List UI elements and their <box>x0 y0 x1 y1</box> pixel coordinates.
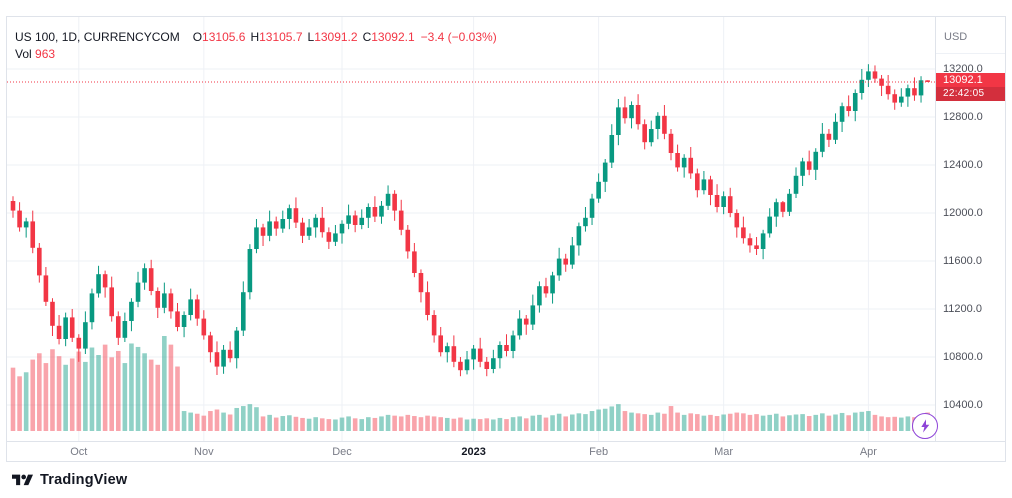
candlesticks <box>10 64 930 377</box>
current-price-value: 13092.1 <box>943 73 983 86</box>
tradingview-brand-text: TradingView <box>40 472 128 488</box>
tradingview-logo-icon <box>12 474 33 485</box>
symbol-title[interactable]: US 100, 1D, CURRENCYCOM <box>15 30 180 44</box>
change-value: −3.4 (−0.03%) <box>420 30 497 44</box>
low-label: L <box>307 30 315 44</box>
close-label: C <box>362 30 372 44</box>
tradingview-logo[interactable]: TradingView <box>12 472 127 489</box>
time-axis-label: Apr <box>859 446 877 458</box>
time-axis-label: Oct <box>70 446 88 458</box>
chart-canvas[interactable] <box>7 17 935 441</box>
axis-divider <box>936 53 1005 54</box>
axis-currency-label: USD <box>944 31 968 43</box>
volume-label: Vol <box>15 47 32 61</box>
lightning-bolt-icon <box>921 419 930 433</box>
close-value: 13092.1 <box>371 30 415 44</box>
current-price-badge: 13092.1 22:42:05 <box>936 72 1005 101</box>
price-axis-label: 11600.0 <box>943 255 982 267</box>
price-axis-label: 11200.0 <box>943 303 982 315</box>
time-axis-label: 2023 <box>461 446 486 458</box>
time-axis-label: Mar <box>714 446 734 458</box>
time-axis[interactable]: Oct Nov Dec 2023 Feb Mar Apr <box>7 441 1005 461</box>
flash-button[interactable] <box>912 413 938 439</box>
price-axis-label: 12000.0 <box>943 207 983 219</box>
high-value: 13105.7 <box>259 30 303 44</box>
volume-value: 963 <box>35 47 56 61</box>
price-axis-label: 10800.0 <box>943 351 983 363</box>
footer: TradingView <box>6 462 1006 498</box>
low-value: 13091.2 <box>314 30 358 44</box>
tradingview-chart-widget: US 100, 1D, CURRENCYCOM O13105.6 H13105.7 L… <box>6 16 1006 462</box>
price-axis-label: 12400.0 <box>943 159 983 171</box>
high-label: H <box>250 30 260 44</box>
time-axis-label: Feb <box>589 446 609 458</box>
price-axis-label: 13200.0 <box>943 63 983 75</box>
open-label: O <box>192 30 203 44</box>
time-axis-label: Dec <box>332 446 352 458</box>
volume-bars <box>10 336 930 431</box>
price-axis[interactable]: USD 13200.0 12800.0 12400.0 12000.0 11600.0 1… <box>935 17 1005 441</box>
chart-legend: US 100, 1D, CURRENCYCOM O13105.6 H13105.7 L… <box>15 29 497 62</box>
bar-countdown: 22:42:05 <box>936 86 1005 101</box>
open-value: 13105.6 <box>202 30 246 44</box>
grid-lines <box>7 17 935 441</box>
legend-ohlc-row: US 100, 1D, CURRENCYCOM O13105.6 H13105.7 L… <box>15 29 497 45</box>
legend-volume-row: Vol 963 <box>15 46 497 62</box>
price-axis-label: 10400.0 <box>943 399 983 411</box>
price-axis-label: 12800.0 <box>943 111 983 123</box>
time-axis-label: Nov <box>194 446 214 458</box>
